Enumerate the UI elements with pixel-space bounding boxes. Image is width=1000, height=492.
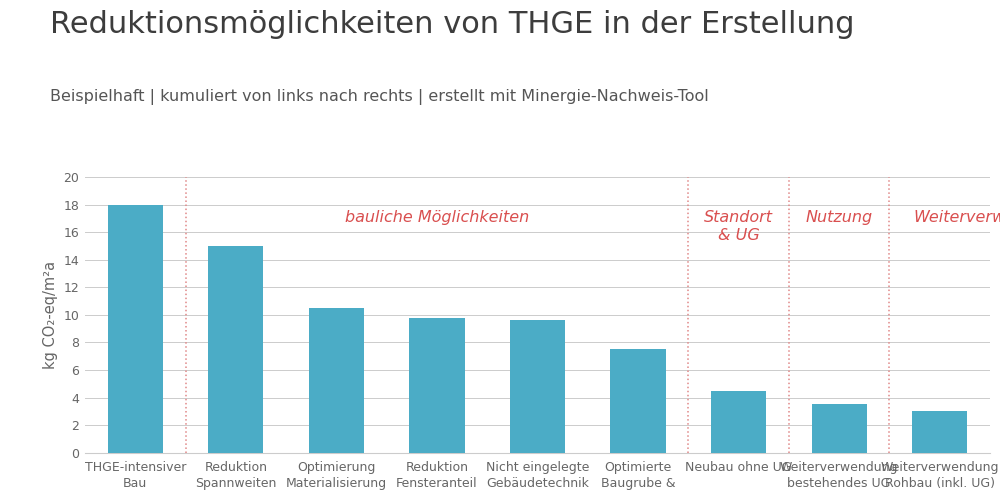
Bar — [108, 205, 163, 453]
Bar — [912, 411, 967, 453]
Bar — [711, 391, 766, 453]
Bar — [610, 349, 666, 453]
Text: Beispielhaft | kumuliert von links nach rechts | erstellt mit Minergie-Nachweis-: Beispielhaft | kumuliert von links nach … — [50, 89, 709, 105]
Text: Standort
& UG: Standort & UG — [704, 210, 773, 243]
Bar — [208, 246, 263, 453]
Text: Weiterverwendung: Weiterverwendung — [914, 210, 1000, 225]
Text: bauliche Möglichkeiten: bauliche Möglichkeiten — [345, 210, 529, 225]
Text: Reduktionsmöglichkeiten von THGE in der Erstellung: Reduktionsmöglichkeiten von THGE in der … — [50, 10, 854, 39]
Y-axis label: kg CO₂-eq/m²a: kg CO₂-eq/m²a — [43, 261, 58, 369]
Bar — [812, 404, 867, 453]
Text: Nutzung: Nutzung — [806, 210, 873, 225]
Bar — [409, 318, 465, 453]
Bar — [510, 320, 565, 453]
Bar — [309, 308, 364, 453]
